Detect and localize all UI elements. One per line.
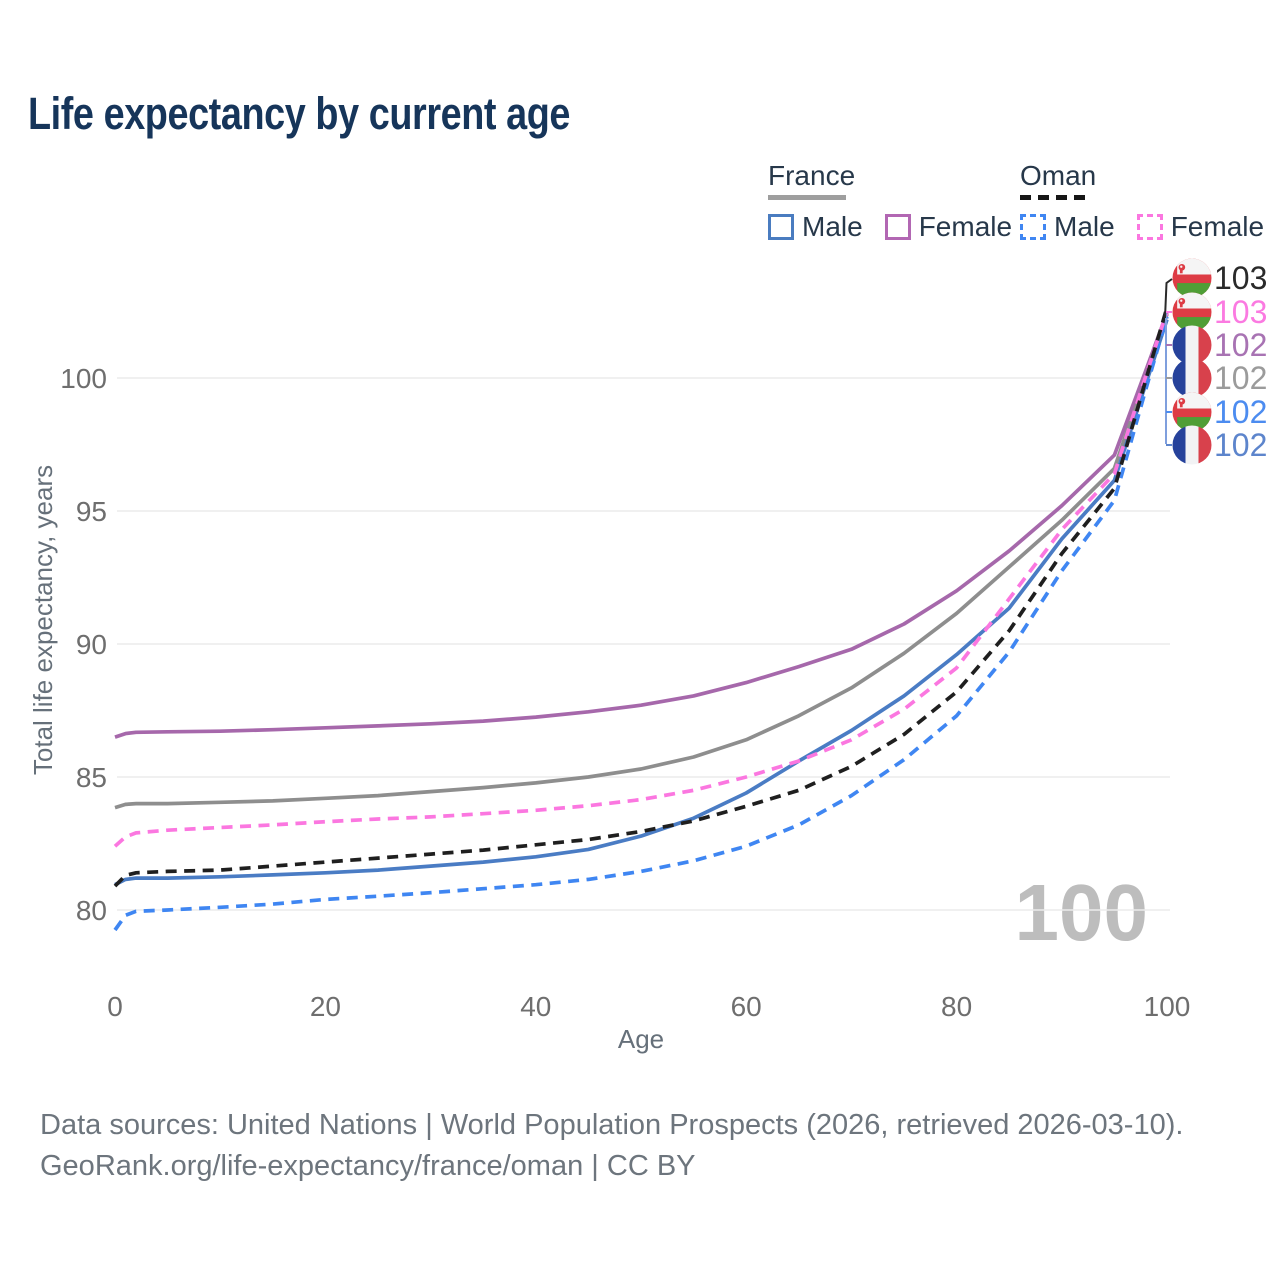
series-line-france-total — [114, 313, 1169, 810]
legend-swatch-france-female — [884, 214, 911, 240]
legend-oman-title: Oman — [1020, 160, 1097, 191]
legend-swatch-france-male — [768, 214, 794, 240]
oman-line-sample — [1020, 195, 1092, 200]
legend-france-header: France — [768, 160, 1034, 200]
flag-oman-icon — [1172, 392, 1212, 432]
age-counter-watermark: 100 — [1015, 868, 1148, 957]
series-line-oman-male — [113, 316, 1169, 932]
legend-swatch-oman-female — [1136, 214, 1163, 240]
x-tick-label-60: 60 — [731, 991, 762, 1022]
y-axis-title: Total life expectancy, years — [28, 465, 58, 775]
label-connector-oman-total — [1164, 278, 1173, 319]
x-axis-title: Age — [618, 1024, 664, 1054]
footer-sources: Data sources: United Nations | World Pop… — [40, 1109, 1184, 1141]
footer: Data sources: United Nations | World Pop… — [40, 1105, 1183, 1187]
footer-attribution: GeoRank.org/life-expectancy/france/oman … — [40, 1150, 696, 1183]
y-tick-label-80: 80 — [76, 895, 107, 926]
legend-swatch-oman-male — [1020, 214, 1046, 240]
series-lines — [113, 306, 1169, 932]
y-tick-label-95: 95 — [76, 496, 107, 527]
legend-france-title: France — [768, 160, 856, 191]
end-label-oman-female: 103 — [1214, 294, 1267, 330]
flag-france-icon — [1172, 325, 1212, 365]
legend-france-row: Male Female — [768, 211, 1034, 243]
x-tick-label-20: 20 — [310, 991, 341, 1022]
legend-label-france-male: Male — [802, 211, 863, 242]
y-tick-label-100: 100 — [60, 363, 107, 394]
flag-france-icon — [1172, 425, 1212, 465]
series-line-oman-female — [113, 310, 1169, 848]
legend-oman-header: Oman — [1020, 160, 1280, 200]
series-line-france-male — [114, 318, 1169, 887]
legend-label-france-female: Female — [918, 211, 1013, 242]
xticks: 0 20 40 60 80 100 — [107, 991, 1190, 1022]
series-line-oman-total — [113, 306, 1169, 888]
legend-group-france: France Male Female — [768, 160, 1034, 243]
x-tick-label-40: 40 — [520, 991, 551, 1022]
end-label-france-male: 102 — [1214, 427, 1267, 463]
x-tick-label-0: 0 — [107, 991, 123, 1022]
series-line-france-female — [114, 312, 1169, 739]
legend-group-oman: Oman Male Female — [1020, 160, 1280, 243]
end-label-oman-male: 102 — [1214, 394, 1267, 430]
flag-france-icon — [1172, 358, 1212, 398]
y-tick-label-90: 90 — [76, 629, 107, 660]
legend-label-oman-male: Male — [1054, 211, 1115, 242]
page-title: Life expectancy by current age — [28, 88, 571, 139]
end-label-oman-total: 103 — [1214, 260, 1267, 296]
legend-oman-row: Male Female — [1020, 211, 1280, 243]
flag-oman-icon — [1172, 258, 1212, 298]
x-tick-label-100: 100 — [1144, 991, 1191, 1022]
gridlines-and-yticks: 80 85 90 95 100 — [60, 363, 1170, 926]
legend-label-oman-female: Female — [1170, 211, 1265, 242]
y-tick-label-85: 85 — [76, 762, 107, 793]
end-label-france-total: 102 — [1214, 360, 1267, 396]
x-tick-label-80: 80 — [941, 991, 972, 1022]
france-line-sample — [768, 195, 846, 200]
end-label-france-female: 102 — [1214, 327, 1267, 363]
